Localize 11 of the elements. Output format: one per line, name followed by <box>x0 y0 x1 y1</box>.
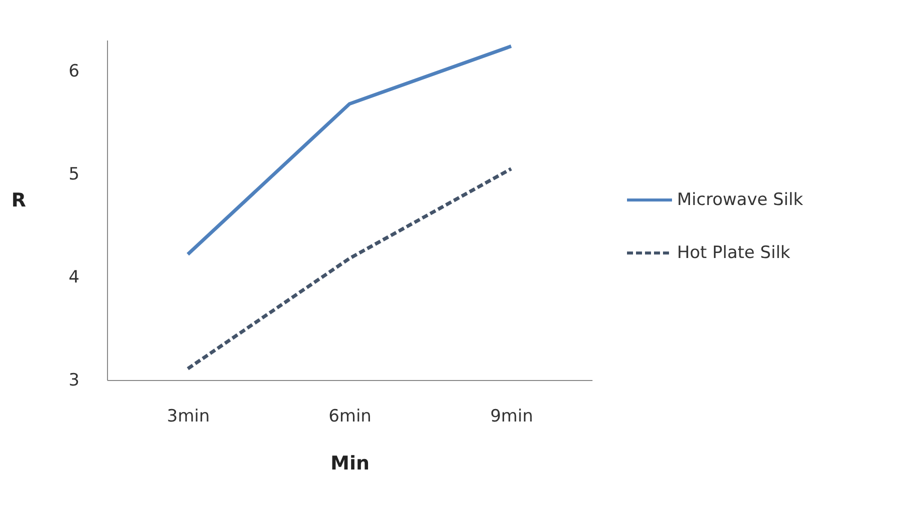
legend-label: Microwave Silk <box>677 190 804 210</box>
y-tick-label: 4 <box>68 267 80 288</box>
y-tick-label: 6 <box>68 61 80 82</box>
y-tick-label: 3 <box>68 370 80 390</box>
x-tick-label: 9min <box>490 406 534 426</box>
x-tick-label: 3min <box>166 406 210 426</box>
y-axis-title: R <box>11 190 26 212</box>
y-tick-label: 5 <box>68 164 80 184</box>
x-axis-title: Min <box>330 452 370 474</box>
x-tick-label: 6min <box>328 406 372 426</box>
legend-label: Hot Plate Silk <box>677 243 790 263</box>
